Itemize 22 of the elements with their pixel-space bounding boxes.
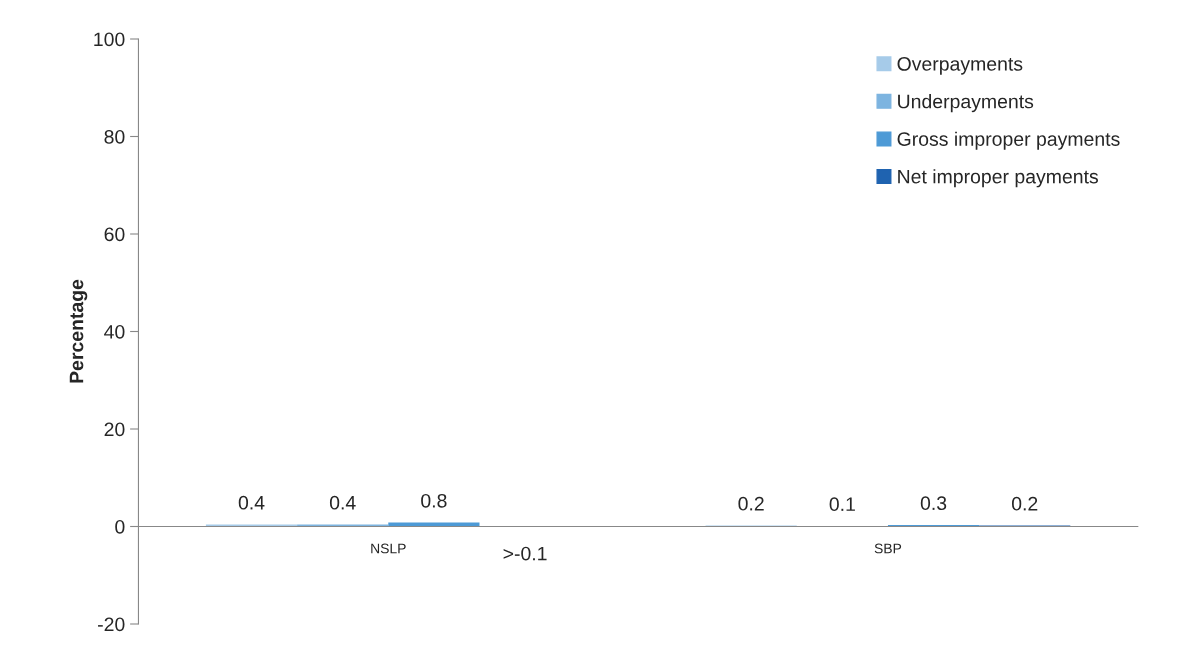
data-label: 0.3 xyxy=(920,496,947,511)
y-tick-label: 60 xyxy=(104,227,125,242)
legend-label: Net improper payments xyxy=(898,169,1098,188)
y-tick-label: 100 xyxy=(94,32,125,47)
y-tick-label: 20 xyxy=(104,422,125,437)
y-tick-label: 40 xyxy=(104,324,125,339)
y-tick-label: -20 xyxy=(98,617,125,632)
data-label: 0.4 xyxy=(238,495,265,510)
x-tick-label: SBP xyxy=(874,543,902,554)
data-label: 0.4 xyxy=(329,495,356,510)
legend-label: Underpayments xyxy=(898,94,1034,113)
legend-label: Gross improper payments xyxy=(897,131,1120,150)
y-axis-title: Percentage xyxy=(69,279,88,383)
data-label: 0.2 xyxy=(738,496,764,511)
data-label: >-0.1 xyxy=(503,546,547,561)
data-label: 0.8 xyxy=(421,493,447,508)
y-tick-label: 80 xyxy=(104,129,125,144)
y-tick-label: 0 xyxy=(115,519,125,534)
legend-label: Overpayments xyxy=(897,57,1023,75)
data-label: 0.1 xyxy=(829,497,855,512)
data-label: 0.2 xyxy=(1011,496,1038,511)
x-tick-label: NSLP xyxy=(371,543,406,554)
